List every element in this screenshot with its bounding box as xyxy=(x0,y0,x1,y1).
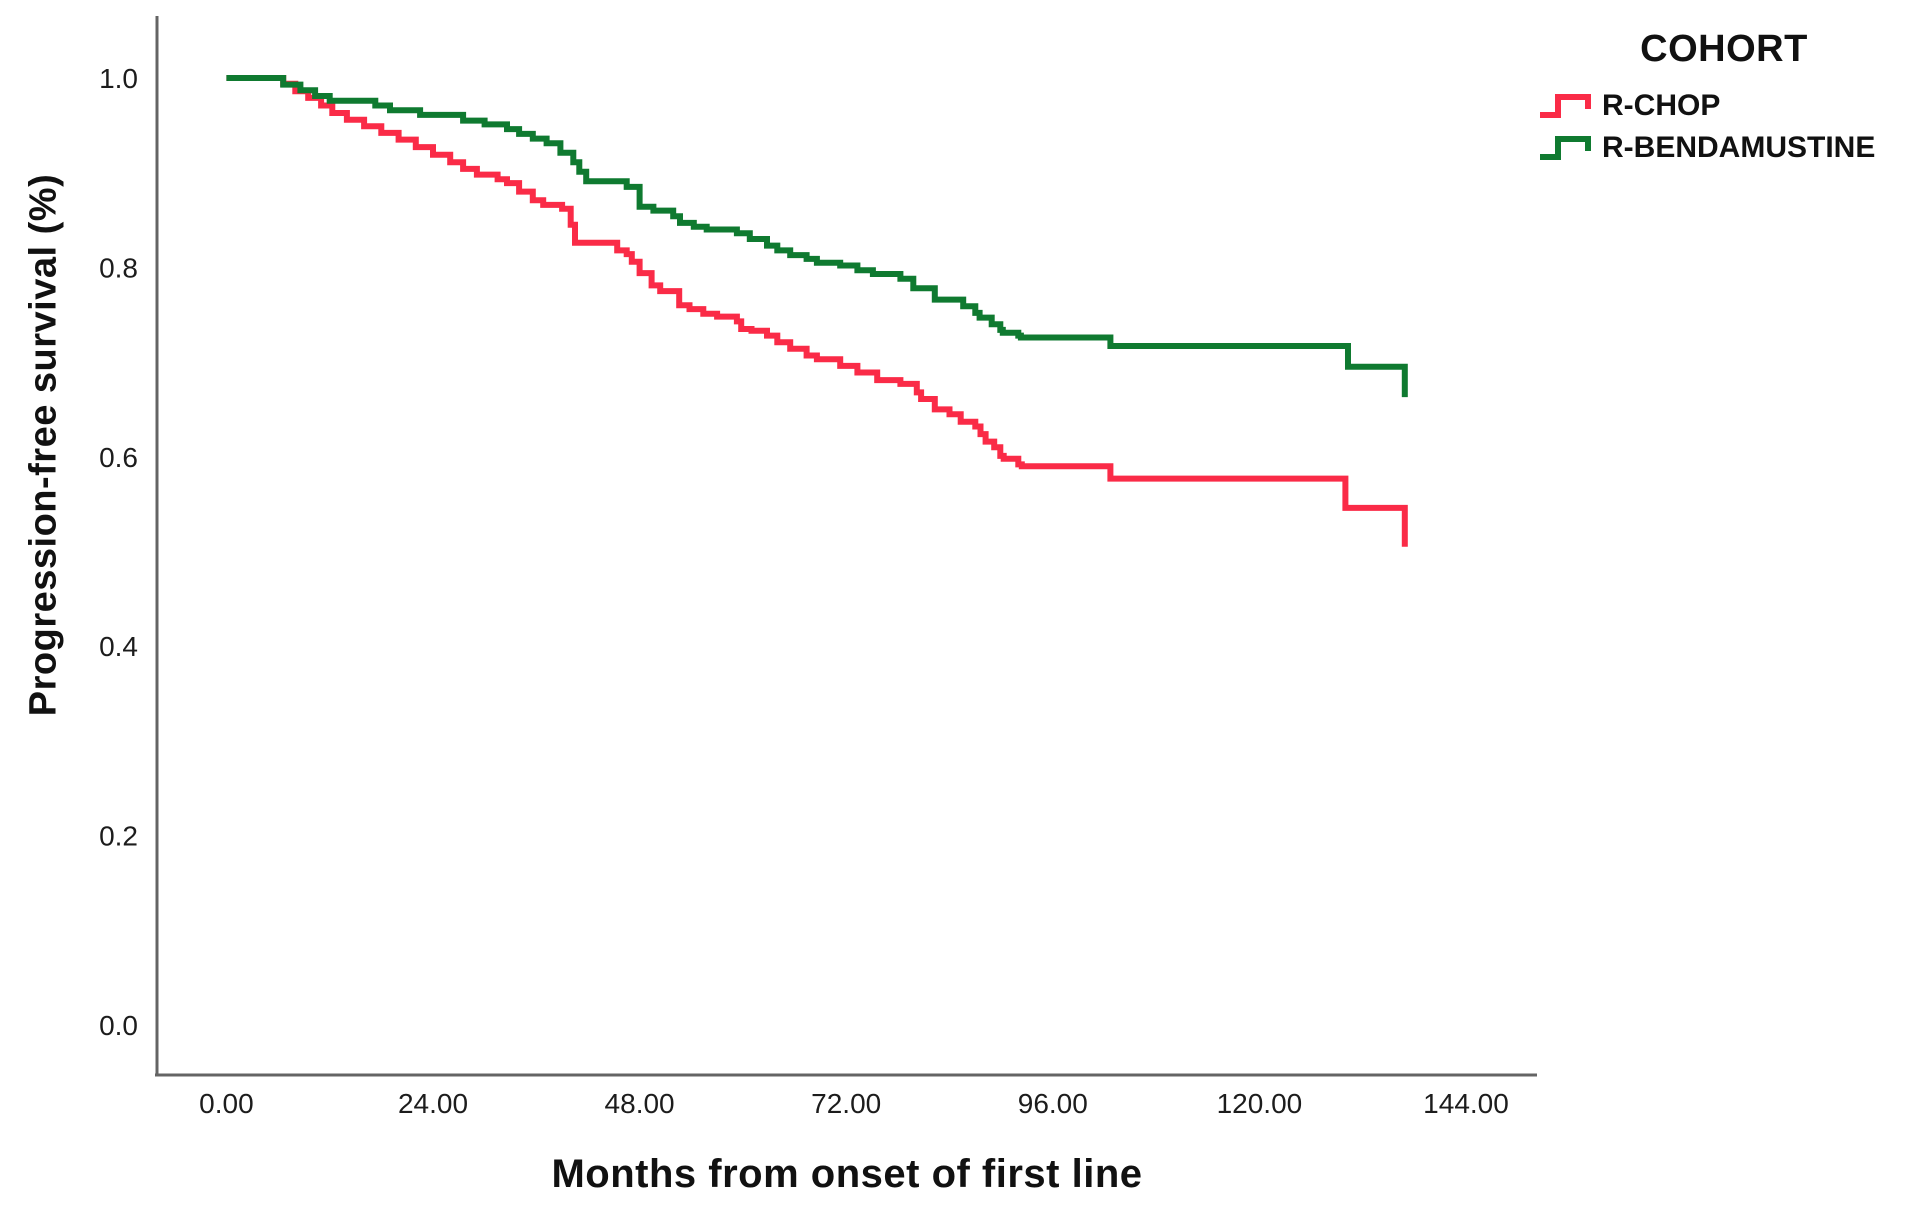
y-tick-label: 1.0 xyxy=(99,63,138,94)
x-axis-ticks: 0.00 24.00 48.00 72.00 96.00 120.00 144.00 xyxy=(199,1088,1509,1119)
y-axis-title: Progression-free survival (%) xyxy=(22,173,65,717)
legend-step-line-icon xyxy=(1538,89,1602,123)
y-tick-label: 0.0 xyxy=(99,1010,138,1041)
legend: COHORT R-CHOP R-BENDAMUSTINE xyxy=(1538,28,1910,169)
x-tick-label: 24.00 xyxy=(398,1088,468,1119)
y-tick-label: 0.6 xyxy=(99,442,138,473)
x-tick-label: 120.00 xyxy=(1217,1088,1303,1119)
x-tick-label: 0.00 xyxy=(199,1088,254,1119)
legend-step-line-icon xyxy=(1538,131,1602,165)
legend-items: R-CHOP R-BENDAMUSTINE xyxy=(1538,85,1910,169)
legend-item-label: R-CHOP xyxy=(1602,89,1721,122)
y-tick-label: 0.4 xyxy=(99,631,138,662)
y-axis-ticks: 0.0 0.2 0.4 0.6 0.8 1.0 xyxy=(99,63,138,1041)
series-path-r-bendamustine xyxy=(226,75,1408,398)
legend-item-r-bendamustine: R-BENDAMUSTINE xyxy=(1538,127,1910,169)
survival-curves xyxy=(226,75,1408,547)
series-path-r-chop xyxy=(226,75,1408,547)
y-tick-label: 0.2 xyxy=(99,821,138,852)
axes xyxy=(155,16,1537,1077)
x-tick-label: 72.00 xyxy=(811,1088,881,1119)
x-tick-label: 96.00 xyxy=(1018,1088,1088,1119)
legend-item-r-chop: R-CHOP xyxy=(1538,85,1910,127)
x-axis-title: Months from onset of first line xyxy=(551,1152,1143,1196)
axis-lines xyxy=(155,16,1537,1077)
legend-item-label: R-BENDAMUSTINE xyxy=(1602,131,1876,164)
y-tick-label: 0.8 xyxy=(99,252,138,283)
legend-title: COHORT xyxy=(1640,28,1808,70)
x-tick-label: 48.00 xyxy=(605,1088,675,1119)
x-tick-label: 144.00 xyxy=(1423,1088,1509,1119)
